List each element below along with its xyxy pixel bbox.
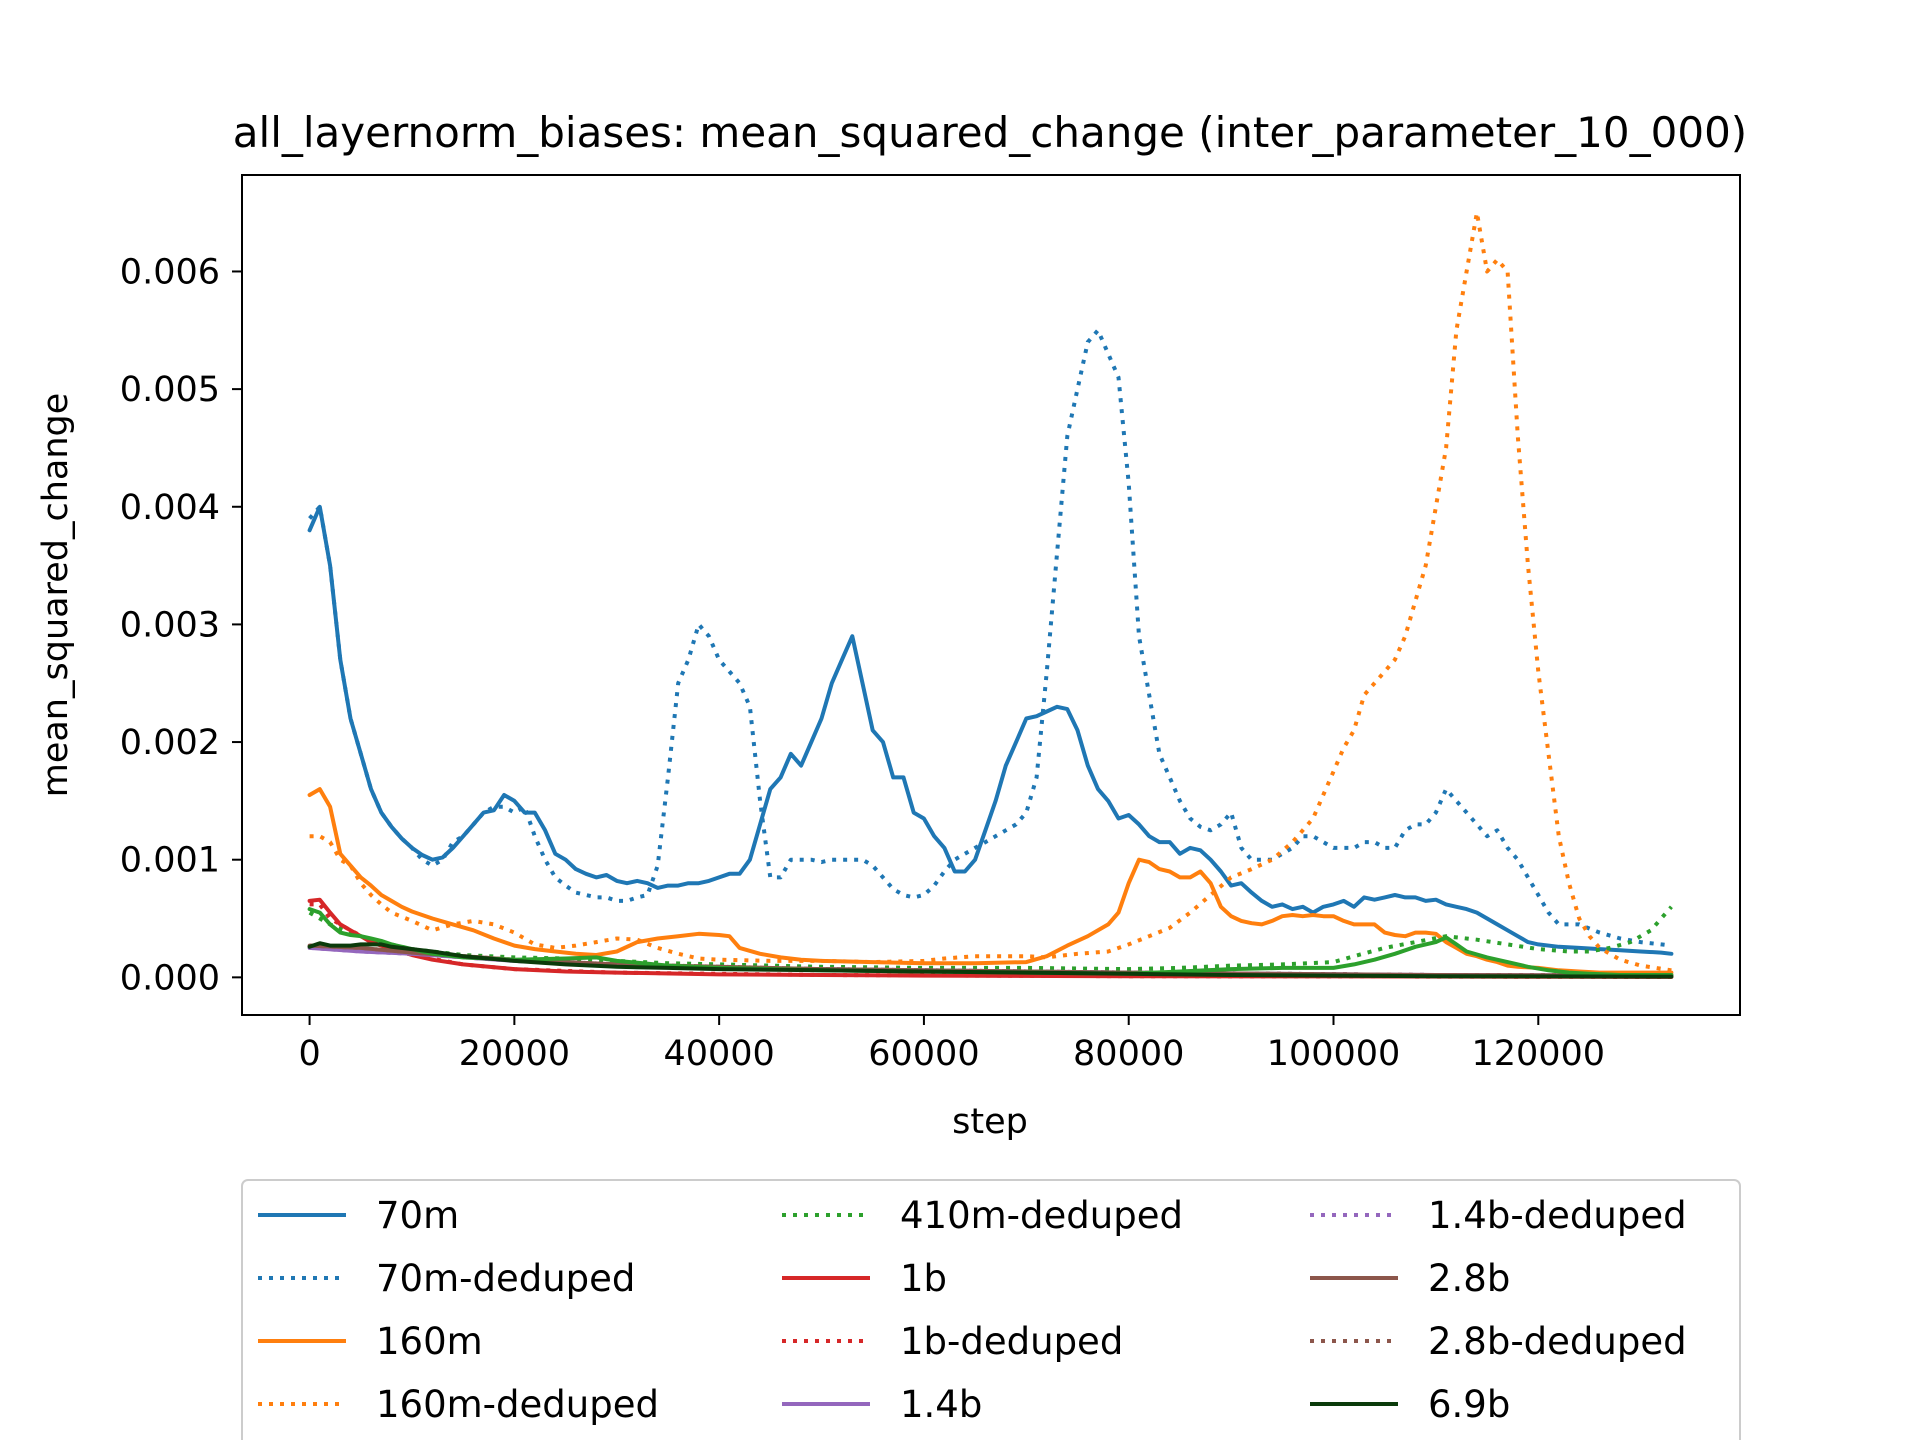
- y-tick-label: 0.002: [120, 723, 220, 763]
- series-line-160m-deduped: [309, 210, 1672, 973]
- legend-label: 70m-deduped: [376, 1257, 635, 1300]
- x-axis: 0 20000 40000 60000 80000 100000 120000: [298, 1015, 1605, 1074]
- legend-label: 160m-deduped: [376, 1383, 659, 1426]
- series-line-70m-deduped: [308, 328, 1672, 948]
- y-tick-label: 0.001: [120, 841, 220, 881]
- series-line-6-9b: [307, 941, 1674, 979]
- chart-title: all_layernorm_biases: mean_squared_chang…: [233, 108, 1747, 157]
- y-tick-label: 0.000: [120, 958, 220, 998]
- legend: 70m 70m-deduped 160m 160m-deduped 410m-dedup…: [241, 1179, 1741, 1440]
- x-tick-label: 80000: [1073, 1034, 1184, 1074]
- plot-area-frame: [241, 174, 1741, 1016]
- series-line-1b-deduped: [309, 902, 1672, 979]
- series-layer: [307, 210, 1674, 979]
- legend-label: 2.8b-deduped: [1428, 1320, 1687, 1363]
- legend-label: 1b-deduped: [900, 1320, 1123, 1363]
- series-line-1b: [307, 897, 1674, 979]
- legend-label: 2.8b: [1428, 1257, 1510, 1300]
- x-tick-label: 40000: [663, 1034, 774, 1074]
- y-axis: 0.000 0.001 0.002 0.003 0.004 0.005 0.006: [120, 252, 242, 998]
- legend-frame: [241, 1179, 1741, 1440]
- y-tick-label: 0.004: [120, 488, 220, 528]
- legend-label: 1.4b: [900, 1383, 982, 1426]
- x-tick-label: 60000: [868, 1034, 979, 1074]
- legend-label: 70m: [376, 1194, 459, 1237]
- legend-label: 1.4b-deduped: [1428, 1194, 1687, 1237]
- legend-label: 6.9b: [1428, 1383, 1510, 1426]
- legend-label: 1b: [900, 1257, 947, 1300]
- x-tick-label: 100000: [1267, 1034, 1401, 1074]
- y-tick-label: 0.006: [120, 252, 220, 292]
- x-axis-title: step: [952, 1102, 1028, 1142]
- y-axis-title: mean_squared_change: [36, 393, 76, 798]
- y-tick-label: 0.003: [120, 605, 220, 645]
- legend-label: 410m-deduped: [900, 1194, 1183, 1237]
- x-tick-label: 120000: [1471, 1034, 1605, 1074]
- y-tick-label: 0.005: [120, 370, 220, 410]
- x-tick-label: 20000: [459, 1034, 570, 1074]
- legend-label: 160m: [376, 1320, 483, 1363]
- x-tick-label: 0: [298, 1034, 320, 1074]
